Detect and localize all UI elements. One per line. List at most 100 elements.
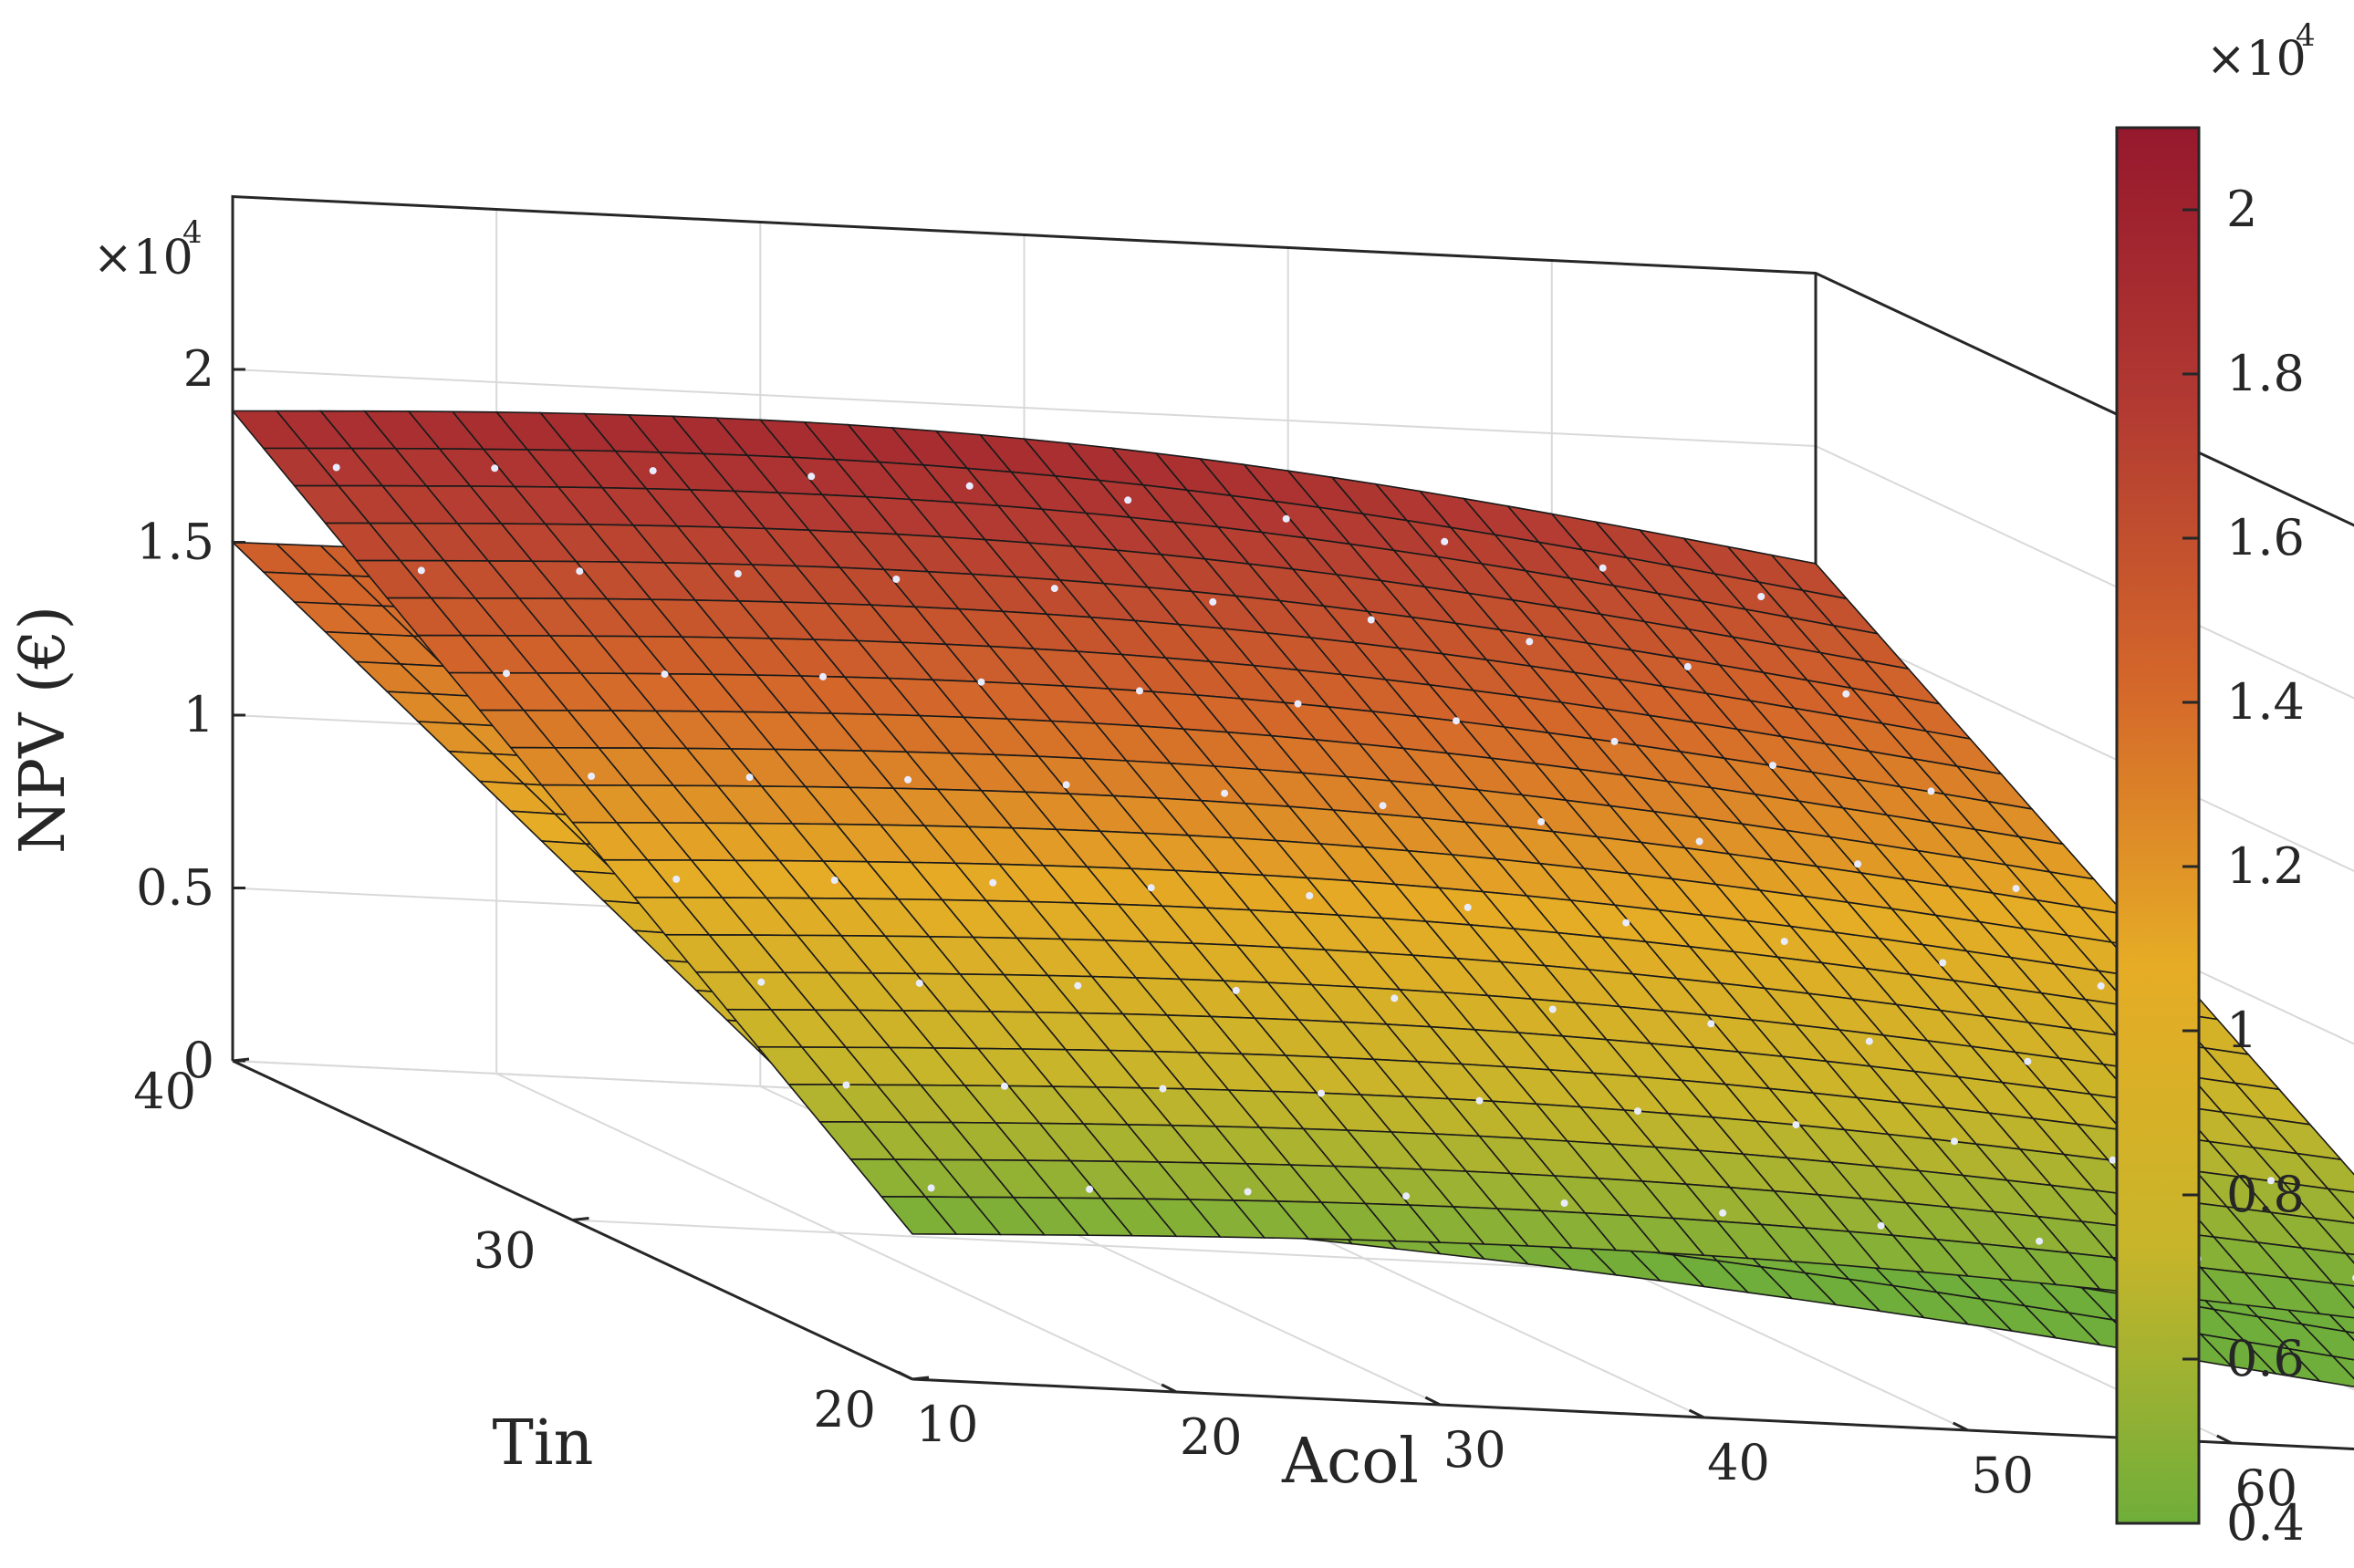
z-multiplier-exp: 4 [182, 214, 203, 251]
y-tick-labels: 20 30 40 [133, 1063, 876, 1438]
sample-point [1476, 1097, 1484, 1105]
sample-point [1074, 982, 1081, 990]
sample-point [1842, 691, 1849, 698]
colorbar-tick-label: 1.4 [2226, 673, 2305, 731]
sample-point [1063, 781, 1070, 788]
sample-point [1209, 598, 1216, 606]
sample-point [2098, 982, 2105, 990]
sample-point [1464, 904, 1472, 911]
sample-point [819, 673, 827, 680]
colorbar-tick-label: 0.6 [2226, 1330, 2305, 1387]
y-tick [573, 1219, 589, 1220]
y-tick [233, 1059, 249, 1061]
sample-point [1124, 496, 1131, 504]
sample-point [1769, 762, 1776, 769]
y-tick-label: 30 [474, 1222, 536, 1280]
colorbar-multiplier: ×10 [2206, 32, 2307, 87]
sample-point [928, 1184, 935, 1191]
sample-point [1136, 687, 1143, 694]
sample-point [1402, 1192, 1410, 1199]
sample-point [672, 876, 680, 883]
z-tick-label: 0.5 [136, 859, 214, 917]
sample-point [807, 472, 815, 480]
x-tick-label: 40 [1707, 1434, 1770, 1491]
sample-point [1634, 1107, 1641, 1115]
sample-point [1951, 1137, 1958, 1145]
sample-point [966, 483, 974, 490]
colorbar-tick-label: 1.2 [2226, 837, 2305, 895]
sample-point [1561, 1199, 1568, 1207]
sample-point [1622, 919, 1630, 927]
sample-point [1611, 738, 1619, 745]
z-tick-label: 2 [183, 340, 214, 398]
y-tick-label: 20 [813, 1381, 876, 1438]
sample-point [1001, 1083, 1008, 1090]
sample-point [1878, 1222, 1885, 1230]
sample-point [1781, 938, 1788, 945]
x-axis-title: Acol [1281, 1426, 1419, 1498]
sample-point [2013, 885, 2020, 892]
sample-point [1318, 1090, 1325, 1097]
sample-point [650, 467, 657, 474]
sample-point [1295, 701, 1302, 708]
sample-point [1148, 884, 1155, 891]
colorbar [2117, 128, 2199, 1523]
sample-point [661, 670, 669, 678]
colorbar-tick-label: 1.8 [2226, 345, 2305, 402]
sample-point [2024, 1058, 2031, 1065]
sample-point [1453, 717, 1460, 724]
colorbar-tick-label: 1.6 [2226, 509, 2305, 566]
sample-point [1391, 994, 1398, 1002]
sample-point [1306, 892, 1313, 899]
sample-point [576, 567, 583, 575]
x-tick-label: 50 [1971, 1447, 2034, 1504]
sample-point [1928, 787, 1935, 794]
y-axis-title: Tin [493, 1407, 594, 1480]
sample-point [1684, 663, 1692, 670]
sample-point [978, 679, 985, 686]
sample-point [1441, 538, 1448, 545]
sample-point [989, 879, 996, 887]
surfaces [233, 411, 2354, 1411]
sample-point [892, 576, 900, 583]
sample-point [1051, 585, 1058, 592]
sample-point [1160, 1085, 1167, 1093]
sample-point [916, 980, 923, 987]
sample-point [1793, 1121, 1800, 1128]
sample-point [1719, 1210, 1726, 1217]
sample-point [333, 464, 340, 472]
sample-point [734, 570, 742, 577]
sample-point [1245, 1189, 1252, 1196]
sample-point [1757, 593, 1765, 600]
x-tick-label: 20 [1180, 1408, 1243, 1466]
sample-point [1549, 1006, 1557, 1013]
sample-point [491, 464, 498, 472]
sample-point [588, 773, 595, 780]
sample-point [1599, 565, 1607, 572]
sample-point [1221, 790, 1228, 797]
sample-point [2036, 1238, 2043, 1245]
z-tick-label: 1.5 [136, 514, 214, 571]
colorbar-tick-label: 0.4 [2226, 1494, 2305, 1552]
sample-point [843, 1082, 850, 1089]
y-tick-label: 40 [133, 1063, 196, 1120]
x-tick-label: 30 [1443, 1421, 1506, 1479]
sample-point [1537, 818, 1545, 826]
sample-point [1368, 617, 1375, 624]
sample-point [503, 670, 510, 677]
x-tick [898, 1372, 912, 1379]
sample-point [1707, 1020, 1714, 1027]
sample-point [418, 566, 425, 574]
sample-point [1086, 1186, 1093, 1193]
z-tick-labels: 00.511.52 [136, 340, 214, 1089]
sample-point [1866, 1038, 1873, 1045]
sample-point [1283, 515, 1290, 523]
z-tick-label: 1 [183, 686, 214, 743]
sample-point [904, 776, 911, 784]
colorbar-multiplier-exp: 4 [2296, 17, 2316, 54]
sample-point [2109, 1157, 2117, 1164]
z-multiplier: ×10 [93, 231, 193, 286]
y-tick [912, 1377, 929, 1379]
